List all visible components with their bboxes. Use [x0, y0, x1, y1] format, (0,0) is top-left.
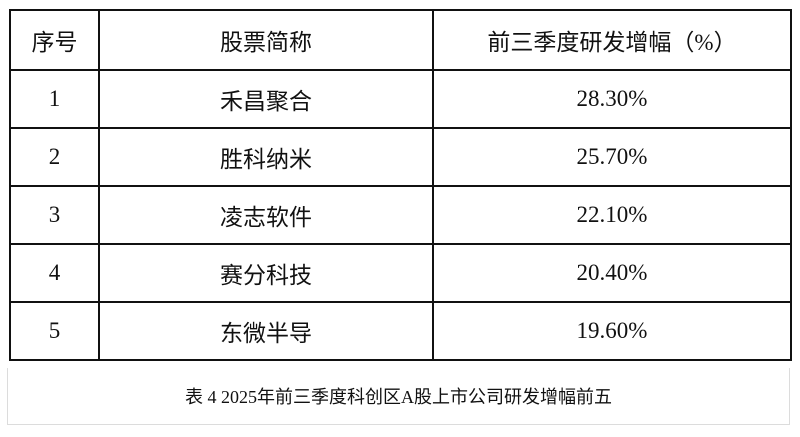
table-row: 3 凌志软件 22.10% — [9, 185, 792, 245]
table-row: 5 东微半导 19.60% — [9, 301, 792, 361]
cell-stock-name: 凌志软件 — [98, 185, 434, 245]
cell-stock-name: 禾昌聚合 — [98, 69, 434, 129]
cell-growth: 22.10% — [432, 185, 792, 245]
rd-growth-table: 序号 股票简称 前三季度研发增幅（%） 1 禾昌聚合 28.30% 2 胜科纳米… — [9, 9, 792, 361]
table-caption: 表 4 2025年前三季度科创区A股上市公司研发增幅前五 — [7, 368, 790, 425]
cell-stock-name: 胜科纳米 — [98, 127, 434, 187]
cell-index: 4 — [9, 243, 100, 303]
cell-growth: 19.60% — [432, 301, 792, 361]
table-row: 1 禾昌聚合 28.30% — [9, 69, 792, 129]
header-index: 序号 — [9, 9, 100, 71]
header-growth: 前三季度研发增幅（%） — [432, 9, 792, 71]
table-header-row: 序号 股票简称 前三季度研发增幅（%） — [9, 9, 792, 71]
cell-index: 1 — [9, 69, 100, 129]
header-stock-name: 股票简称 — [98, 9, 434, 71]
table-row: 2 胜科纳米 25.70% — [9, 127, 792, 187]
cell-index: 5 — [9, 301, 100, 361]
cell-growth: 28.30% — [432, 69, 792, 129]
table-row: 4 赛分科技 20.40% — [9, 243, 792, 303]
cell-index: 2 — [9, 127, 100, 187]
cell-growth: 25.70% — [432, 127, 792, 187]
cell-growth: 20.40% — [432, 243, 792, 303]
cell-stock-name: 东微半导 — [98, 301, 434, 361]
cell-stock-name: 赛分科技 — [98, 243, 434, 303]
cell-index: 3 — [9, 185, 100, 245]
